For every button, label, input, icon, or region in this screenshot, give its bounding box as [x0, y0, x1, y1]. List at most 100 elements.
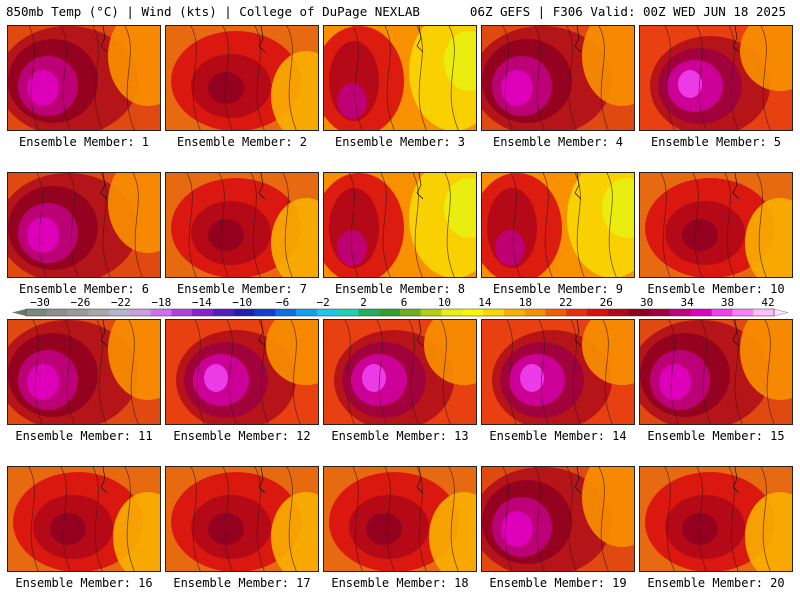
- height-contour: [502, 467, 513, 571]
- ensemble-member-label: Ensemble Member: 10: [647, 282, 785, 296]
- temperature-region: [27, 70, 59, 106]
- height-contour: [218, 173, 229, 277]
- ensemble-member-map: [165, 25, 319, 131]
- state-border: [258, 467, 266, 494]
- ensemble-member-map: [323, 466, 477, 572]
- temperature-field: [640, 26, 792, 130]
- temperature-field: [482, 467, 634, 571]
- temperature-region: [682, 513, 718, 545]
- colorbar-segment: [441, 309, 463, 316]
- temperature-field: [482, 173, 634, 277]
- temperature-field: [8, 173, 160, 277]
- ensemble-member-map: [323, 25, 477, 131]
- ensemble-member-map: [323, 172, 477, 278]
- temperature-region: [50, 513, 86, 545]
- height-contour: [250, 173, 261, 277]
- colorbar-tick-label: 38: [720, 296, 735, 309]
- colorbar-segment: [129, 309, 151, 316]
- ensemble-member-label: Ensemble Member: 20: [647, 576, 785, 590]
- state-border: [574, 26, 582, 53]
- ensemble-member-label: Ensemble Member: 11: [15, 429, 153, 443]
- model-run-info: 06Z GEFS | F306 Valid: 00Z WED JUN 18 20…: [469, 4, 786, 19]
- colorbar-segment: [192, 309, 214, 316]
- state-border: [258, 26, 266, 53]
- height-contour: [764, 320, 775, 424]
- height-contour: [28, 26, 39, 130]
- colorbar-tick-label: 2: [360, 296, 367, 309]
- temperature-field: [166, 467, 318, 571]
- colorbar-segment: [213, 309, 235, 316]
- height-contour: [352, 467, 363, 571]
- colorbar-segment: [67, 309, 89, 316]
- temperature-region: [362, 364, 386, 392]
- height-contour: [92, 467, 103, 571]
- temperature-region: [108, 173, 160, 253]
- temperature-field: [8, 26, 160, 130]
- ensemble-member-map: [7, 466, 161, 572]
- state-border: [416, 173, 424, 200]
- temperature-field: [482, 320, 634, 424]
- colorbar-segment: [171, 309, 193, 316]
- temperature-region: [271, 51, 318, 130]
- colorbar-segment: [753, 309, 775, 316]
- colorbar-segment: [316, 309, 338, 316]
- height-contour: [444, 173, 455, 277]
- height-contour: [538, 320, 549, 424]
- height-contour: [36, 173, 47, 277]
- colorbar-tick-label: −22: [110, 296, 131, 309]
- state-border: [574, 467, 582, 494]
- temperature-region: [659, 364, 691, 400]
- ensemble-member-map: [639, 25, 793, 131]
- ensemble-member-label: Ensemble Member: 7: [176, 282, 308, 296]
- temperature-region: [27, 364, 59, 400]
- temperature-field: [482, 26, 634, 130]
- temperature-field: [640, 467, 792, 571]
- height-contour: [124, 467, 135, 571]
- height-contour: [692, 173, 703, 277]
- colorbar-segment: [379, 309, 401, 316]
- colorbar-segment: [46, 309, 68, 316]
- ensemble-member-label: Ensemble Member: 3: [334, 135, 466, 149]
- temperature-field: [166, 320, 318, 424]
- height-contour: [566, 467, 577, 571]
- height-contour: [190, 467, 201, 571]
- colorbar-tick-label: −18: [151, 296, 172, 309]
- temperature-field: [324, 467, 476, 571]
- height-contour: [696, 26, 707, 130]
- height-contour: [756, 173, 767, 277]
- colorbar-scale: [12, 308, 789, 317]
- colorbar-segment: [587, 309, 609, 316]
- temperature-region: [429, 492, 476, 571]
- height-contour: [384, 467, 395, 571]
- ensemble-member-map: [7, 319, 161, 425]
- colorbar-segment: [566, 309, 588, 316]
- state-border: [100, 467, 108, 494]
- temperature-region: [501, 70, 533, 106]
- state-border: [732, 320, 740, 347]
- height-contour: [226, 320, 237, 424]
- temperature-region: [27, 217, 59, 253]
- colorbar-segment: [711, 309, 733, 316]
- colorbar-tick-label: −30: [30, 296, 50, 309]
- height-contour: [598, 467, 609, 571]
- height-contour: [534, 26, 545, 130]
- height-contour: [696, 467, 707, 571]
- height-contour: [132, 173, 143, 277]
- temperature-region: [266, 320, 318, 385]
- state-border: [574, 173, 582, 200]
- ensemble-member-label: Ensemble Member: 2: [176, 135, 308, 149]
- colorbar-tick-label: 26: [599, 296, 613, 309]
- temperature-region: [520, 364, 544, 392]
- state-border: [574, 320, 582, 347]
- height-contour: [510, 173, 521, 277]
- ensemble-member-map: [165, 466, 319, 572]
- height-contour: [664, 26, 675, 130]
- colorbar-segment: [88, 309, 110, 316]
- temperature-field: [640, 320, 792, 424]
- temperature-field: [8, 320, 160, 424]
- colorbar-segment: [503, 309, 525, 316]
- temperature-region: [337, 230, 367, 266]
- temperature-field: [324, 320, 476, 424]
- ensemble-member-map: [481, 466, 635, 572]
- height-contour: [348, 173, 359, 277]
